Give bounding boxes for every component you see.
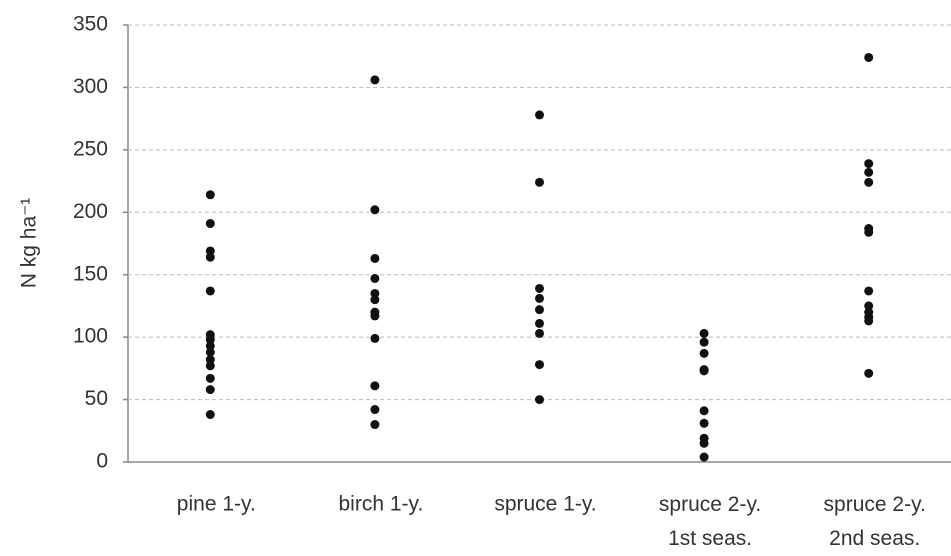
point [205, 341, 215, 351]
point [205, 347, 215, 357]
point [699, 406, 709, 416]
point [699, 348, 709, 358]
point [205, 373, 215, 383]
point [864, 52, 874, 62]
point [864, 301, 874, 311]
point [535, 328, 544, 338]
point [535, 283, 544, 293]
y-tick-label: 350 [73, 13, 108, 36]
point [699, 438, 709, 448]
point [370, 405, 380, 415]
point [370, 333, 380, 343]
point [699, 337, 709, 347]
y-axis-label: N kg ha⁻¹ [18, 198, 41, 288]
point [205, 246, 215, 256]
x-tick-label: spruce 2-y. 1st seas. [659, 493, 761, 550]
point [370, 295, 380, 305]
point [205, 219, 215, 229]
point [864, 177, 874, 187]
y-tick-label: 200 [73, 200, 108, 223]
point [535, 318, 544, 328]
x-tick-label: pine 1-y. [177, 493, 256, 516]
point [864, 368, 874, 378]
point [535, 293, 544, 303]
point [205, 252, 215, 262]
y-tick-label: 0 [96, 450, 108, 473]
point [699, 328, 709, 338]
x-tick-label: birch 1-y. [338, 493, 423, 516]
point [864, 286, 874, 296]
point [535, 305, 544, 315]
point [370, 273, 380, 283]
point [699, 452, 709, 462]
point [205, 361, 215, 371]
y-tick-label: 250 [73, 137, 108, 160]
point [205, 385, 215, 395]
point [205, 286, 215, 296]
point [535, 395, 544, 405]
point [205, 190, 215, 200]
point [370, 420, 380, 430]
y-tick-label: 50 [85, 387, 108, 410]
point [205, 355, 215, 365]
point [370, 253, 380, 263]
point [864, 159, 874, 169]
point [370, 288, 380, 298]
point [699, 418, 709, 428]
point [699, 366, 709, 376]
point [535, 177, 544, 187]
point [535, 360, 544, 370]
y-tick-label: 100 [73, 325, 108, 348]
y-tick-label: 150 [73, 262, 108, 285]
point [370, 205, 380, 215]
point [864, 167, 874, 177]
point [370, 75, 380, 85]
point [535, 110, 544, 120]
y-tick-label: 300 [73, 75, 108, 98]
x-tick-label: spruce 2-y. 2nd seas. [824, 493, 926, 550]
point [864, 227, 874, 237]
point [370, 381, 380, 391]
point [370, 311, 380, 321]
x-tick-label: spruce 1-y. [494, 493, 596, 516]
point [205, 335, 215, 345]
point [864, 316, 874, 326]
point [205, 410, 215, 420]
